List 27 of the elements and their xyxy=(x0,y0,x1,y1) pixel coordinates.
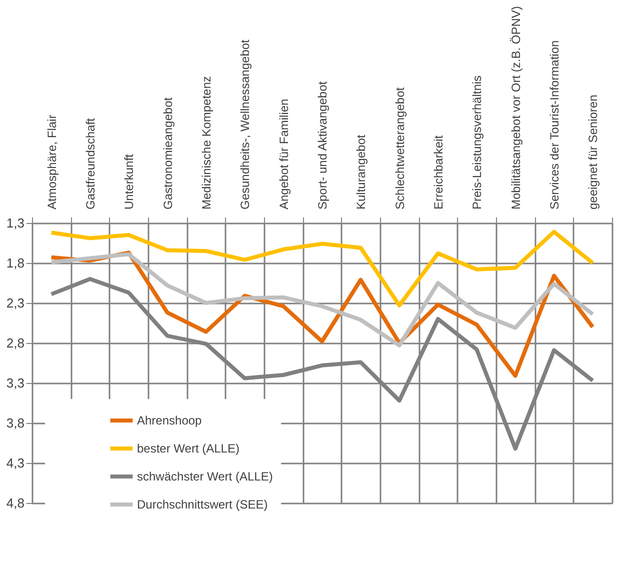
x-tick-label: Gastronomieangebot xyxy=(160,96,175,210)
y-tick-label: 4,8 xyxy=(6,496,24,510)
x-tick-label: Gesundheits-, Wellnessangebot xyxy=(238,38,252,210)
y-tick-label: 3,8 xyxy=(6,416,24,430)
y-tick-label: 3,3 xyxy=(6,376,24,390)
x-tick-label: Unterkunft xyxy=(122,153,136,210)
x-tick-label: Mobilitätsangebot vor Ort (z.B. ÖPNV) xyxy=(508,6,523,210)
x-tick-label: Erreichbarkeit xyxy=(432,134,446,210)
y-tick-label: 2,3 xyxy=(6,296,24,310)
x-tick-label: Schlechtwetterangebot xyxy=(392,86,407,210)
x-tick-label: Sport- und Aktivangebot xyxy=(316,80,330,210)
y-tick-label: 1,3 xyxy=(6,216,24,230)
y-tick-label: 1,8 xyxy=(6,256,24,270)
x-tick-label: Preis-Leistungsverhältnis xyxy=(470,75,484,210)
x-tick-label: Medizinische Kompetenz xyxy=(200,76,214,210)
x-tick-label: geeignet für Senioren xyxy=(586,94,600,210)
x-tick-label: Angebot für Familien xyxy=(276,98,291,210)
y-tick-label: 2,8 xyxy=(6,336,24,350)
x-tick-label: Services der Tourist-Information xyxy=(548,40,562,210)
x-tick-label: Atmosphäre, Flair xyxy=(44,114,59,210)
legend-label: Durchschnittswert (SEE) xyxy=(137,498,268,512)
legend-label: Ahrenshoop xyxy=(137,414,202,428)
y-tick-label: 4,3 xyxy=(6,456,24,470)
x-tick-label: Kulturangebot xyxy=(354,134,368,210)
legend-label: schwächster Wert (ALLE) xyxy=(137,470,273,484)
legend-label: bester Wert (ALLE) xyxy=(137,442,240,456)
x-tick-label: Gastfreundschaft xyxy=(84,117,98,210)
